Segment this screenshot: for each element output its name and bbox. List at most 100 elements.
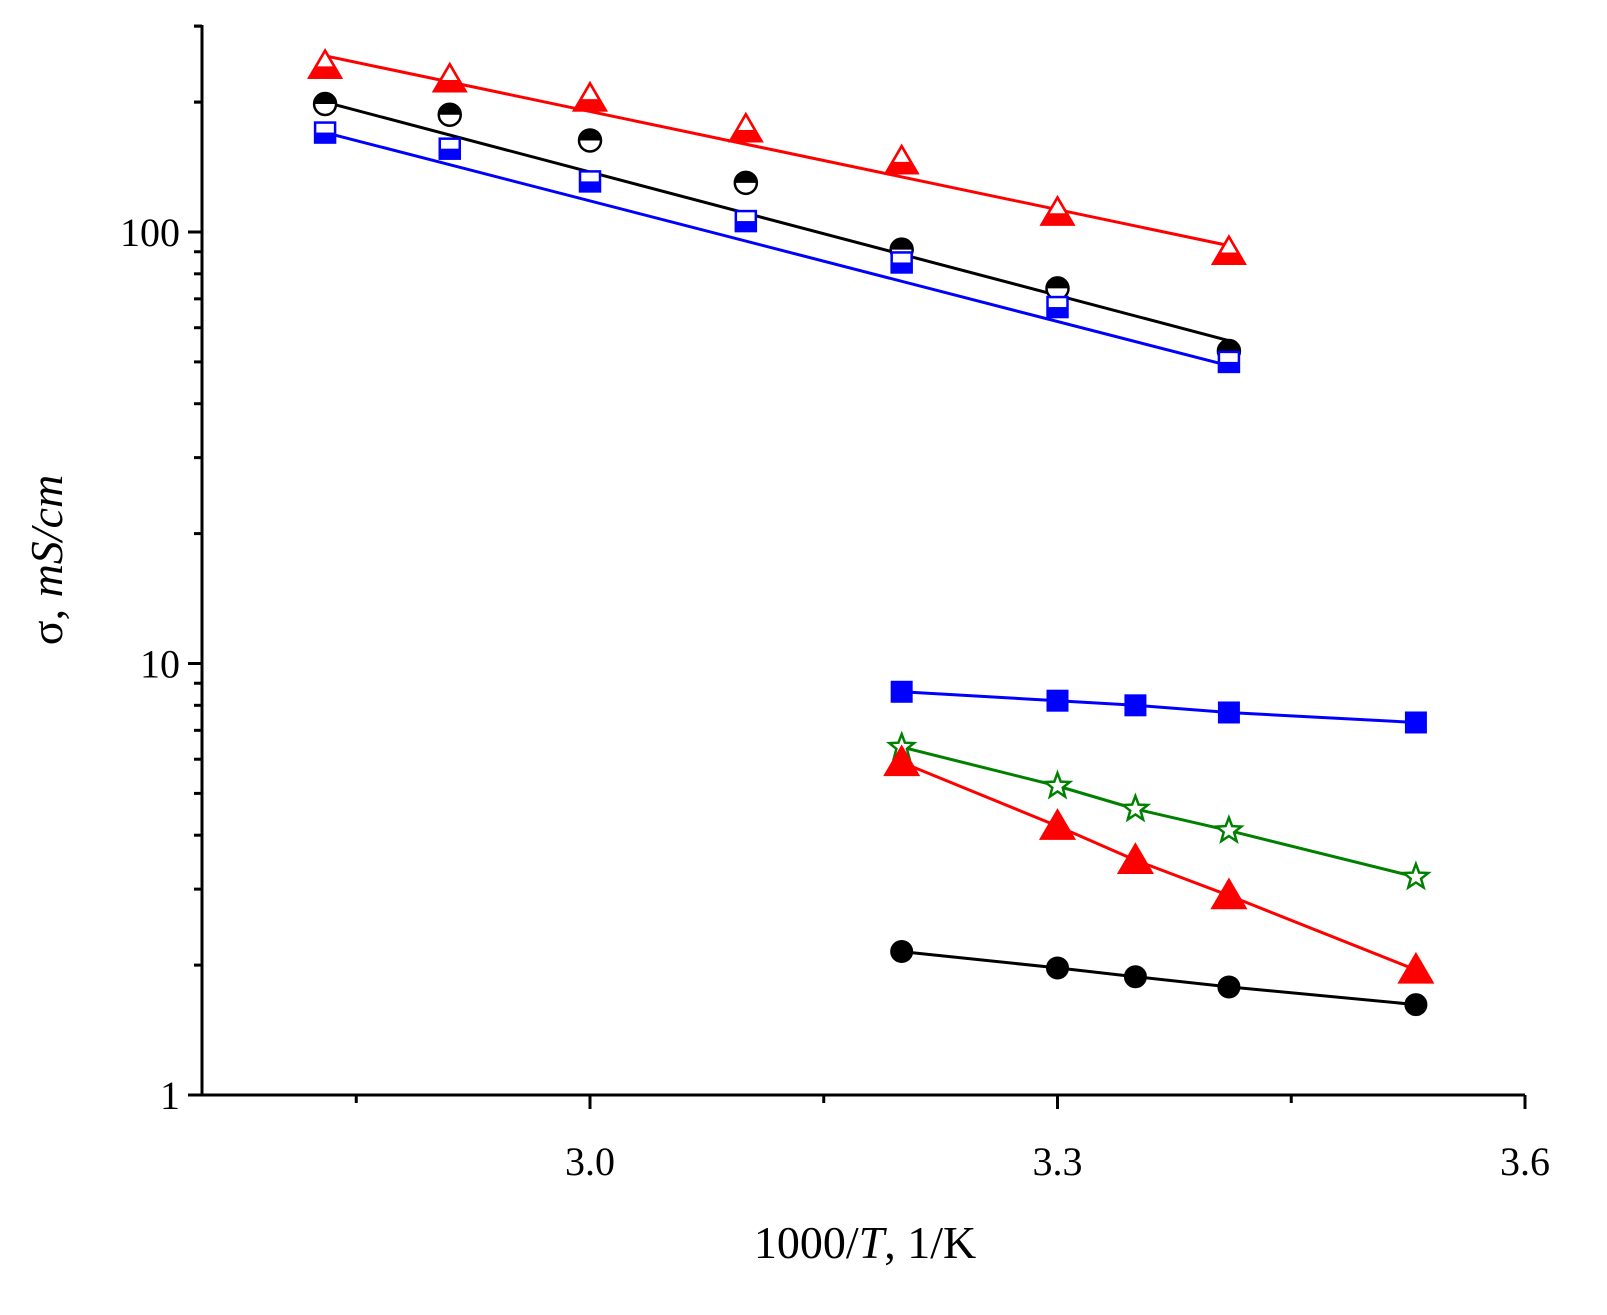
marker-triangle [1210, 877, 1248, 910]
marker-triangle [883, 744, 921, 777]
marker-circle [1123, 965, 1147, 989]
data-point [1210, 877, 1248, 910]
data-point [1217, 350, 1241, 374]
fit-line [324, 131, 1230, 368]
data-point [1045, 276, 1070, 301]
x-tick-label: 3.6 [1500, 1139, 1550, 1184]
marker-triangle [1116, 842, 1154, 875]
data-point [1123, 965, 1147, 989]
y-tick-label: 10 [140, 642, 180, 687]
x-axis-title-prefix: 1000/ [754, 1217, 859, 1268]
data-point [1046, 295, 1069, 319]
marker-triangle-outline [1039, 194, 1076, 226]
x-axis-ticks: 3.0 3.3 3.6 [354, 1095, 1550, 1184]
data-point [1217, 701, 1240, 724]
data-point [1400, 860, 1432, 891]
marker-square-fill [1218, 361, 1239, 372]
data-point [438, 137, 461, 160]
marker-square-fill [1047, 307, 1068, 318]
x-axis-title: 1000/T, 1/K [754, 1217, 976, 1268]
marker-star [1119, 792, 1152, 823]
data-point [890, 251, 913, 274]
marker-circle-fill [314, 92, 337, 104]
marker-star [1400, 860, 1432, 891]
marker-circle [890, 940, 914, 964]
marker-square-fill [735, 221, 756, 232]
series-red-filled-triangles [883, 744, 1435, 984]
marker-square-fill [891, 262, 912, 273]
marker-triangle-outline [307, 48, 344, 79]
series-line [901, 761, 1417, 972]
data-point [727, 111, 764, 143]
marker-star [1041, 769, 1074, 800]
data-point [313, 121, 337, 144]
fit-line [324, 100, 1230, 343]
y-axis-ticks: 1 10 100 [120, 24, 202, 1118]
y-axis-title-prefix: σ, [21, 597, 72, 645]
data-point [578, 170, 602, 193]
series-line [901, 745, 1417, 879]
marker-square [1124, 694, 1147, 717]
data-point [734, 209, 758, 233]
marker-square [890, 680, 913, 703]
marker-circle-fill [579, 129, 601, 141]
fit-line [324, 54, 1230, 248]
data-point [307, 48, 344, 79]
marker-triangle-outline [431, 61, 468, 93]
marker-triangle-fill [574, 99, 606, 111]
marker-triangle-fill [730, 130, 762, 142]
marker-triangle-fill [1213, 252, 1245, 264]
marker-circle-fill [734, 171, 757, 183]
y-tick-label: 100 [120, 210, 180, 255]
data-point [312, 91, 338, 117]
marker-triangle-outline [727, 111, 764, 143]
marker-star [1213, 814, 1245, 844]
data-point [1046, 956, 1069, 980]
y-tick-label: 1 [160, 1073, 180, 1118]
data-point [1217, 975, 1241, 999]
series-blue-half-filled-squares [313, 121, 1241, 374]
marker-circle-fill [1046, 277, 1069, 289]
marker-triangle-fill [434, 79, 466, 92]
data-point [1397, 951, 1435, 984]
marker-square [1404, 711, 1427, 734]
data-point [577, 128, 603, 153]
axes: 1 10 100 3.0 3.3 3.6 [120, 24, 1550, 1184]
marker-circle [1404, 993, 1428, 1017]
marker-square [1046, 689, 1069, 712]
data-point [883, 744, 921, 777]
series-green-open-stars [885, 730, 1432, 891]
data-point [1213, 814, 1245, 844]
data-point [1119, 792, 1152, 823]
marker-circle-fill [438, 103, 461, 115]
series-line [901, 950, 1417, 1007]
marker-triangle [1397, 951, 1435, 984]
data-point [1124, 694, 1147, 717]
marker-triangle-outline [1210, 234, 1247, 265]
data-point [1116, 842, 1154, 875]
marker-square [1217, 701, 1240, 724]
x-tick-label: 3.0 [565, 1139, 615, 1184]
data-point [572, 80, 608, 112]
marker-circle [1217, 975, 1241, 999]
series-line [901, 690, 1416, 724]
y-axis-title-unit: mS/cm [21, 475, 72, 598]
series-blue-filled-squares [890, 680, 1427, 734]
marker-triangle-fill [885, 161, 918, 174]
data-point [890, 680, 913, 703]
x-axis-title-suffix: , 1/K [884, 1217, 976, 1268]
plot-area [307, 48, 1435, 1017]
series-black-filled-circles [890, 940, 1428, 1017]
marker-triangle-fill [309, 66, 341, 78]
data-point [437, 102, 462, 127]
marker-triangle-outline [883, 143, 920, 175]
y-axis-title: σ, mS/cm [21, 475, 72, 645]
data-point [1039, 194, 1076, 226]
data-point [431, 61, 468, 93]
marker-triangle [1038, 808, 1077, 840]
data-point [1038, 808, 1077, 840]
marker-circle [1046, 956, 1069, 980]
data-point [733, 170, 759, 196]
data-point [1404, 711, 1427, 734]
